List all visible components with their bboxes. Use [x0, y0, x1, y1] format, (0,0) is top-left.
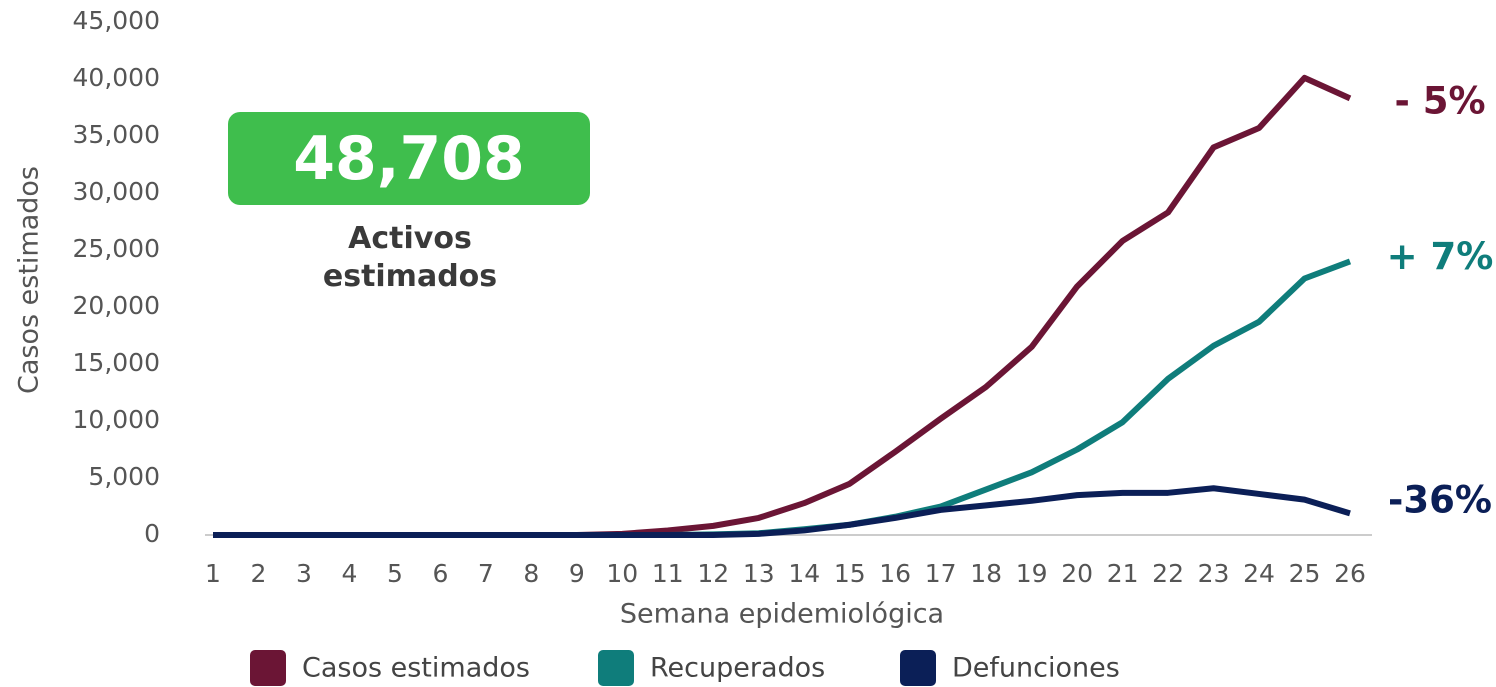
legend-label: Defunciones [952, 653, 1120, 684]
x-tick-label: 17 [925, 559, 957, 588]
x-axis-label: Semana epidemiológica [620, 599, 944, 630]
kpi-box: 48,708 [228, 112, 590, 205]
x-tick-label: 10 [606, 559, 638, 588]
end-label: -36% [1388, 479, 1492, 522]
x-tick-label: 11 [652, 559, 684, 588]
legend-label: Recuperados [650, 653, 825, 684]
x-tick-label: 13 [743, 559, 775, 588]
x-tick-label: 4 [341, 559, 357, 588]
x-tick-label: 16 [879, 559, 911, 588]
legend-swatch [250, 650, 286, 686]
x-tick-label: 21 [1107, 559, 1139, 588]
series-line [213, 485, 1351, 538]
x-tick-label: 24 [1243, 559, 1275, 588]
x-tick-label: 12 [697, 559, 729, 588]
x-tick-label: 25 [1289, 559, 1321, 588]
y-tick-label: 35,000 [73, 120, 160, 149]
kpi-label: Activos estimados [322, 221, 498, 294]
legend-swatch [900, 650, 936, 686]
y-tick-label: 20,000 [73, 291, 160, 320]
x-tick-label: 7 [478, 559, 494, 588]
x-tick-label: 15 [834, 559, 866, 588]
x-tick-label: 26 [1334, 559, 1366, 588]
x-tick-label: 18 [970, 559, 1002, 588]
y-axis-label: Casos estimados [14, 166, 45, 394]
x-tick-label: 1 [205, 559, 221, 588]
y-tick-label: 10,000 [73, 405, 160, 434]
x-tick-label: 8 [523, 559, 539, 588]
x-tick-label: 19 [1016, 559, 1048, 588]
x-tick-label: 20 [1061, 559, 1093, 588]
y-tick-label: 25,000 [73, 234, 160, 263]
x-tick-label: 5 [387, 559, 403, 588]
y-tick-label: 45,000 [73, 6, 160, 35]
y-tick-label: 30,000 [73, 177, 160, 206]
x-tick-label: 2 [251, 559, 267, 588]
y-tick-label: 40,000 [73, 63, 160, 92]
y-tick-label: 0 [144, 519, 160, 548]
x-tick-label: 9 [569, 559, 585, 588]
end-label: + 7% [1387, 235, 1494, 278]
x-tick-label: 22 [1152, 559, 1184, 588]
legend-label: Casos estimados [302, 653, 530, 684]
y-tick-label: 5,000 [88, 462, 160, 491]
legend-swatch [598, 650, 634, 686]
x-tick-label: 6 [432, 559, 448, 588]
x-tick-label: 14 [788, 559, 820, 588]
x-tick-label: 3 [296, 559, 312, 588]
end-label: - 5% [1394, 80, 1485, 123]
x-tick-label: 23 [1198, 559, 1230, 588]
y-tick-label: 15,000 [73, 348, 160, 377]
